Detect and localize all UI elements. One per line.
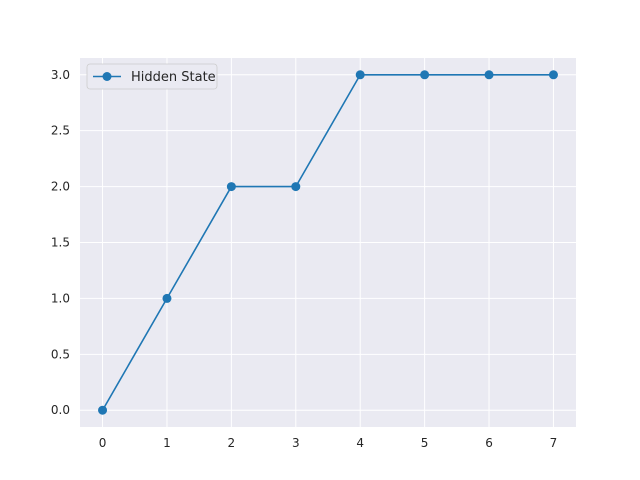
data-point	[548, 70, 558, 80]
y-tick-label: 1.0	[51, 291, 70, 305]
data-point	[484, 70, 494, 80]
legend-label: Hidden State	[131, 70, 216, 85]
y-tick-label: 2.0	[51, 180, 70, 194]
series-line	[101, 73, 554, 411]
legend-marker	[102, 72, 112, 81]
data-point	[226, 182, 236, 192]
x-tick-label: 4	[356, 436, 364, 450]
x-tick-label: 1	[163, 436, 171, 450]
series	[98, 70, 558, 415]
y-tick-label: 3.0	[51, 68, 70, 82]
y-axis-ticks: 0.0 0.5 1.0 1.5 2.0 2.5 3.0	[51, 68, 70, 417]
data-point	[98, 405, 108, 415]
y-tick-label: 2.5	[51, 124, 70, 138]
x-tick-label: 6	[485, 436, 493, 450]
y-tick-label: 1.5	[51, 236, 70, 250]
x-tick-label: 5	[421, 436, 429, 450]
legend: Hidden State	[86, 63, 218, 90]
x-axis-ticks: 0 1 2 3 4 5 6 7	[99, 436, 558, 450]
data-point	[420, 70, 430, 80]
y-tick-label: 0.5	[51, 347, 70, 361]
x-tick-label: 3	[292, 436, 300, 450]
data-point	[291, 182, 301, 192]
legend-box	[86, 63, 218, 90]
x-tick-label: 0	[99, 436, 107, 450]
x-tick-label: 7	[550, 436, 558, 450]
data-point	[162, 293, 172, 303]
x-tick-label: 2	[228, 436, 236, 450]
y-tick-label: 0.0	[51, 403, 70, 417]
data-point	[355, 70, 365, 80]
